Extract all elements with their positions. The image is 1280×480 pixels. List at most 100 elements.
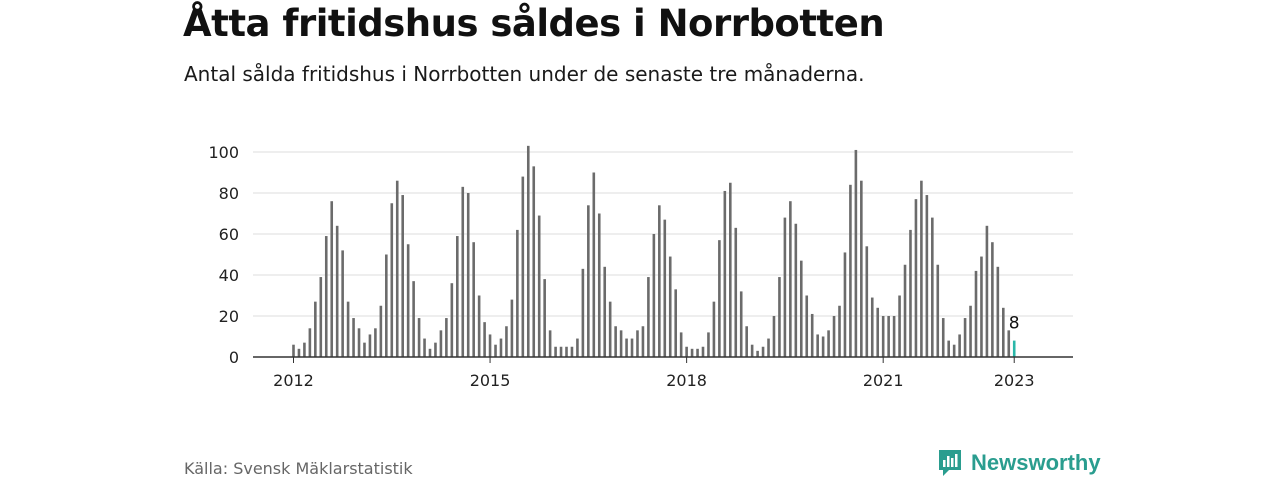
- bar: [909, 229, 912, 357]
- bar: [499, 338, 503, 357]
- bar: [658, 205, 661, 357]
- bar: [679, 332, 683, 357]
- bar: [849, 184, 852, 357]
- x-axis-ticks: 2012 2015 2018 2021 2023: [273, 357, 1035, 390]
- bar: [838, 305, 841, 357]
- bar: [1002, 307, 1005, 357]
- bar: [357, 328, 361, 357]
- bar: [887, 316, 890, 357]
- bar: [805, 295, 809, 357]
- bar: [581, 268, 585, 357]
- bar: [718, 240, 721, 357]
- bar: [723, 190, 727, 357]
- bar: [488, 334, 492, 357]
- bar: [428, 348, 432, 357]
- bar: [363, 342, 366, 357]
- bar: [570, 346, 574, 357]
- bar: [630, 338, 634, 357]
- bar: [521, 176, 525, 357]
- bar: [526, 145, 530, 357]
- bar: [712, 301, 716, 357]
- bar: [346, 301, 350, 357]
- bar: [750, 344, 754, 357]
- x-tick-label: 2015: [470, 371, 511, 390]
- y-tick-label: 0: [229, 348, 239, 367]
- bar: [876, 307, 880, 357]
- bar: [827, 330, 830, 357]
- bar: [319, 277, 323, 357]
- bar: [532, 166, 536, 357]
- bar: [739, 291, 743, 357]
- bar: [701, 346, 705, 357]
- bar: [385, 254, 388, 357]
- bar: [597, 213, 601, 357]
- bar: [625, 338, 628, 357]
- bar: [314, 301, 317, 357]
- bar: [368, 334, 372, 357]
- bar: [936, 264, 940, 357]
- bar: [647, 277, 650, 357]
- bar: [543, 279, 546, 357]
- y-tick-label: 60: [219, 225, 239, 244]
- y-tick-label: 80: [219, 184, 239, 203]
- bar: [941, 318, 945, 357]
- bar: [324, 236, 328, 357]
- bar: [587, 205, 590, 357]
- bar: [799, 260, 803, 357]
- x-tick-label: 2018: [666, 371, 707, 390]
- x-tick-label: 2012: [273, 371, 314, 390]
- bar: [783, 217, 787, 357]
- bar: [843, 252, 847, 357]
- bar: [663, 219, 667, 357]
- bar: [576, 338, 579, 357]
- bar: [789, 201, 792, 357]
- bar: [603, 266, 607, 357]
- bar: [914, 199, 918, 357]
- bar: [516, 229, 519, 357]
- bar: [860, 180, 863, 357]
- bar: [772, 316, 776, 357]
- bar: [461, 186, 465, 357]
- bar: [729, 182, 732, 357]
- bar: [810, 313, 814, 357]
- bar: [794, 223, 798, 357]
- bar: [559, 346, 563, 357]
- bar: [450, 283, 454, 357]
- bar: [608, 301, 612, 357]
- bar: [745, 326, 748, 357]
- bar: [406, 244, 410, 357]
- bar: [898, 295, 901, 357]
- bar: [292, 344, 295, 357]
- bar: [483, 322, 486, 357]
- y-tick-label: 20: [219, 307, 239, 326]
- bar: [985, 225, 989, 357]
- bar: [767, 338, 770, 357]
- bar: [668, 256, 672, 357]
- bar: [974, 270, 978, 357]
- bar: [395, 180, 399, 357]
- bar: [734, 227, 738, 357]
- bar: [821, 336, 825, 357]
- bar: [548, 330, 552, 357]
- brand-logo[interactable]: Newsworthy: [937, 448, 1101, 478]
- bar: [335, 225, 339, 357]
- x-tick-label: 2021: [863, 371, 904, 390]
- bar: [390, 203, 394, 357]
- bar: [963, 318, 967, 357]
- bar: [614, 326, 617, 357]
- source-note: Källa: Svensk Mäklarstatistik: [184, 459, 413, 478]
- bar: [696, 348, 699, 357]
- bar: [920, 180, 923, 357]
- bar: [816, 334, 819, 357]
- bar: [991, 242, 994, 357]
- bar: [690, 348, 694, 357]
- bar: [958, 334, 961, 357]
- y-tick-label: 100: [208, 143, 239, 162]
- bar: [379, 305, 383, 357]
- highlight-value-label: 8: [1009, 314, 1020, 334]
- chart-subtitle: Antal sålda fritidshus i Norrbotten unde…: [184, 62, 865, 86]
- bar: [778, 277, 781, 357]
- bar: [439, 330, 443, 357]
- bar: [865, 246, 869, 357]
- bar: [870, 297, 874, 357]
